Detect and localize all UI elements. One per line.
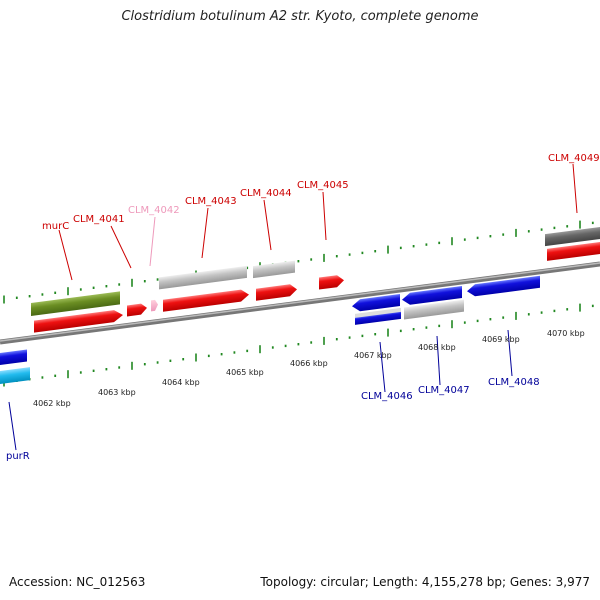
lower-tick-track — [3, 303, 594, 387]
label-CLM_4044[interactable]: CLM_4044 — [240, 188, 292, 199]
scale-label: 4070 kbp — [547, 329, 585, 338]
gene-CLM_4041-arrow[interactable] — [127, 303, 147, 317]
leader-CLM_4049 — [572, 163, 578, 214]
gene-CLM_4047-arrow[interactable] — [402, 285, 462, 306]
gene-purR-arrow[interactable] — [0, 349, 27, 365]
gene-pseudo-1[interactable] — [159, 265, 247, 290]
genome-title: Clostridium botulinum A2 str. Kyoto, com… — [121, 9, 479, 24]
gene-CLM_4046-lower[interactable] — [355, 307, 401, 325]
gene-rna-cyan[interactable] — [0, 367, 30, 384]
leader-CLM_4048 — [507, 329, 513, 377]
gene-CLM_4048-arrow[interactable] — [467, 275, 540, 297]
gene-CLM_4042-arrow[interactable] — [151, 299, 158, 312]
label-murC[interactable]: murC — [42, 221, 69, 232]
scale-label: 4062 kbp — [33, 399, 71, 408]
leader-CLM_4046 — [379, 341, 386, 393]
leader-CLM_4045 — [322, 191, 327, 241]
gene-CLM_4043-arrow[interactable] — [163, 289, 249, 312]
gene-pseudo-2[interactable] — [253, 260, 295, 279]
leader-CLM_4047 — [436, 335, 441, 386]
label-CLM_4048[interactable]: CLM_4048 — [488, 377, 540, 388]
leader-CLM_4041 — [110, 225, 132, 269]
leader-CLM_4042 — [149, 216, 156, 267]
genome-info-text: Topology: circular; Length: 4,155,278 bp… — [260, 575, 590, 589]
gene-CLM_4044-arrow[interactable] — [256, 283, 297, 301]
scale-label: 4066 kbp — [290, 359, 328, 368]
gene-labels: murC CLM_4041 CLM_4042 CLM_4043 CLM_4044… — [6, 153, 600, 462]
label-CLM_4045[interactable]: CLM_4045 — [297, 180, 349, 191]
gene-CLM_4049-arrow[interactable] — [547, 241, 600, 261]
gene-CLM_4046-arrow[interactable] — [352, 294, 400, 312]
gene-CLM_4045-arrow[interactable] — [319, 274, 344, 290]
scale-label: 4069 kbp — [482, 335, 520, 344]
leader-murC — [58, 229, 73, 281]
scale-label: 4064 kbp — [162, 378, 200, 387]
label-CLM_4047[interactable]: CLM_4047 — [418, 385, 470, 396]
label-CLM_4049[interactable]: CLM_4049 — [548, 153, 600, 164]
scale-label: 4067 kbp — [354, 351, 392, 360]
gene-CLM_4047-lower[interactable] — [404, 299, 464, 320]
label-leaders — [8, 163, 578, 451]
gene-murC-arrow[interactable] — [34, 309, 123, 333]
scale-labels: 4062 kbp 4063 kbp 4064 kbp 4065 kbp 4066… — [33, 329, 585, 408]
gene-murC-shape[interactable] — [31, 291, 120, 316]
leader-CLM_4043 — [201, 207, 209, 259]
accession-text: Accession: NC_012563 — [9, 575, 146, 589]
scale-label: 4068 kbp — [418, 343, 456, 352]
scale-label: 4065 kbp — [226, 368, 264, 377]
label-CLM_4042[interactable]: CLM_4042 — [128, 205, 180, 216]
gene-murC-upper[interactable] — [31, 291, 120, 316]
genome-backbone-highlight — [0, 262, 600, 342]
label-CLM_4043[interactable]: CLM_4043 — [185, 196, 237, 207]
genome-backbone — [0, 261, 600, 345]
label-purR[interactable]: purR — [6, 451, 30, 462]
gene-CLM_4049-upper[interactable] — [545, 226, 600, 247]
scale-label: 4063 kbp — [98, 388, 136, 397]
leader-purR — [8, 401, 17, 451]
label-CLM_4041[interactable]: CLM_4041 — [73, 214, 125, 225]
leader-CLM_4044 — [263, 199, 272, 251]
label-CLM_4046[interactable]: CLM_4046 — [361, 391, 413, 402]
